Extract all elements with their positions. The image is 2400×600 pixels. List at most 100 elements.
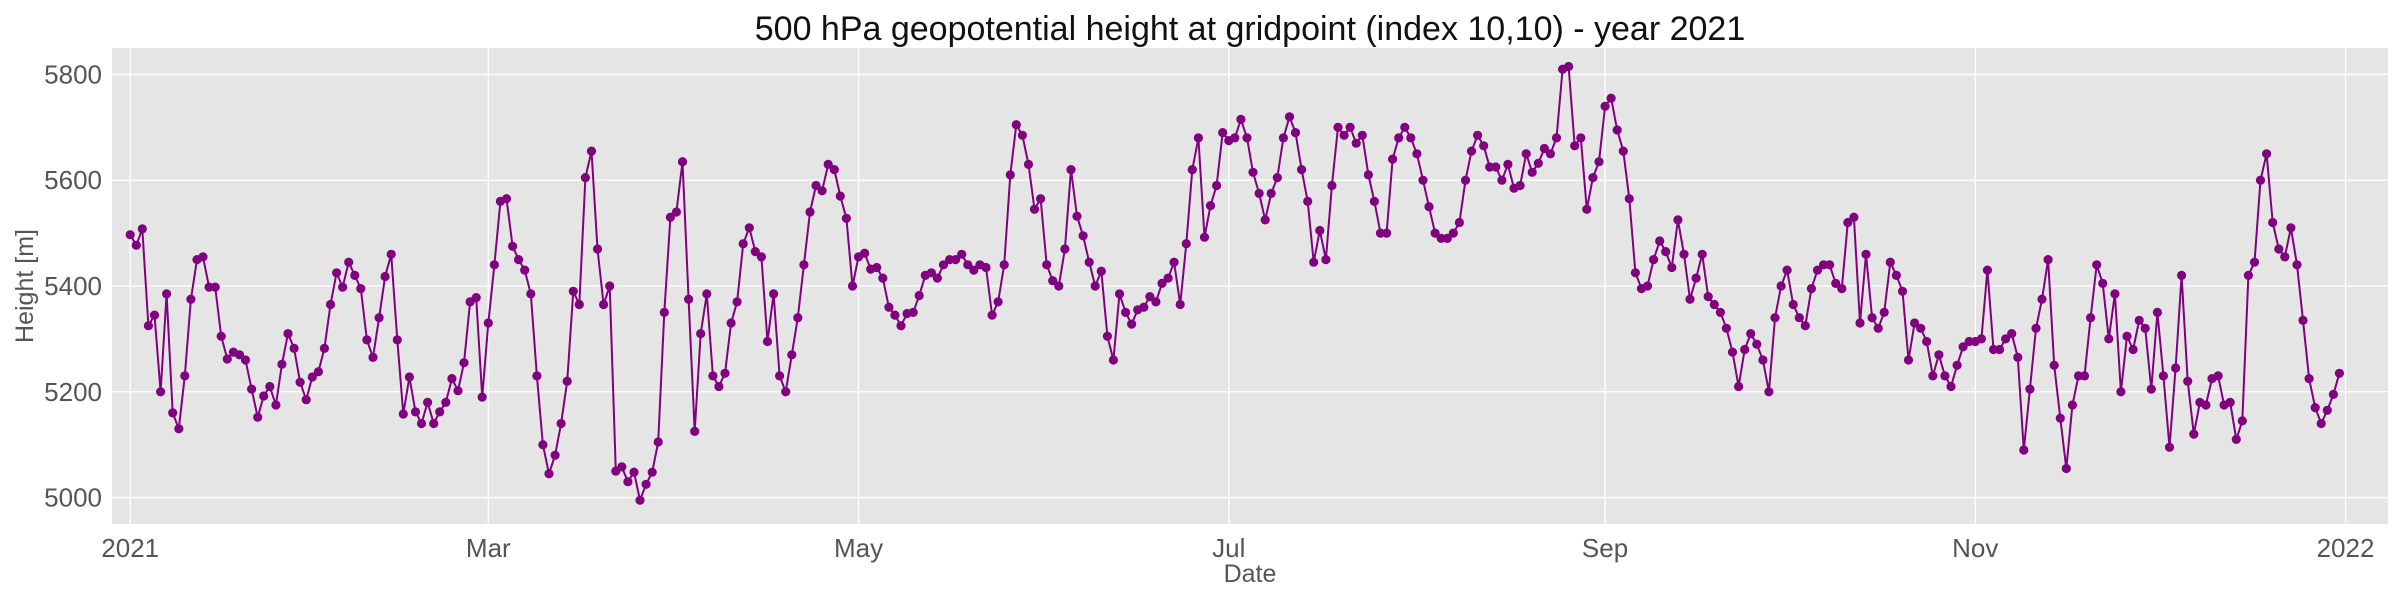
data-point [1139,302,1149,312]
x-axis-label: Date [1224,560,1277,588]
data-point [1673,215,1683,225]
data-point [781,387,791,397]
data-point [908,307,918,317]
data-point [1169,257,1179,267]
data-point [423,397,433,407]
data-point [1205,201,1216,211]
data-point [2019,445,2029,455]
series-points [125,61,2344,505]
data-point [671,207,682,217]
data-point [1916,323,1926,333]
data-point [1036,194,1046,204]
data-point [325,299,336,310]
data-point [2079,371,2090,381]
data-point [1655,236,1665,246]
data-point [1400,122,1410,132]
data-point [350,270,360,280]
data-point [580,173,591,183]
data-point [714,381,724,392]
data-point [1594,157,1604,167]
data-point [829,165,839,175]
data-point [635,495,645,505]
data-point [477,392,487,402]
y-tick-label: 5200 [44,377,102,407]
data-point [1175,299,1185,310]
data-point [277,359,287,369]
data-point [769,289,779,299]
data-point [1236,114,1246,124]
data-point [1424,202,1434,212]
data-point [416,418,427,429]
data-point [2177,270,2187,280]
data-point [489,260,499,270]
data-point [1588,173,1598,183]
data-point [313,367,323,377]
data-point [1867,313,1877,323]
data-point [586,146,597,156]
data-point [1382,228,1392,238]
data-point [2298,315,2308,325]
data-point [2237,416,2247,426]
x-tick-label: Jul [1212,533,1245,563]
data-point [2116,387,2126,397]
data-point [380,271,390,282]
data-point [963,260,973,270]
data-point [2092,260,2102,270]
data-point [1618,146,1628,156]
data-point [1770,313,1780,323]
data-point [1029,204,1040,214]
data-point [319,343,329,353]
data-point [1721,323,1731,333]
data-point [592,244,603,254]
data-point [1515,180,1525,191]
data-point [289,343,299,353]
data-point [568,286,578,296]
data-point [538,440,548,450]
data-point [2164,442,2175,452]
data-point [1782,265,1792,275]
data-point [125,230,135,240]
data-point [356,284,366,294]
data-point [1084,257,1094,267]
data-point [1460,175,1471,185]
data-point [216,331,226,341]
data-point [435,407,445,417]
data-point [1023,159,1034,169]
data-point [1363,170,1373,180]
data-point [2225,397,2235,407]
data-point [2140,323,2150,333]
data-point [459,358,469,368]
data-point [550,450,560,460]
data-point [210,282,220,292]
data-point [137,224,147,234]
data-point [890,310,900,320]
y-axis-ticks: 5000 5200 5400 5600 5800 [44,59,102,512]
data-point [708,371,718,381]
data-point [1315,225,1325,236]
data-point [1430,228,1440,238]
data-point [307,372,317,382]
data-point [1290,128,1301,138]
data-point [1545,149,1555,159]
data-point [265,381,275,392]
data-point [1855,318,1865,328]
data-point [404,372,414,382]
data-point [1321,255,1331,265]
data-point [186,294,196,304]
x-tick-label: 2022 [2317,533,2375,563]
data-point [1727,347,1738,357]
data-point [1048,276,1058,286]
data-point [2086,313,2096,323]
data-point [1297,165,1307,175]
data-point [1108,355,1118,365]
data-point [1388,154,1398,164]
data-point [1248,167,1258,177]
data-point [2055,413,2065,423]
data-point [872,262,882,273]
data-point [1958,342,1968,352]
data-point [2213,371,2223,381]
data-point [1825,260,1835,270]
data-point [501,194,512,204]
data-point [234,350,245,360]
data-point [174,424,184,434]
